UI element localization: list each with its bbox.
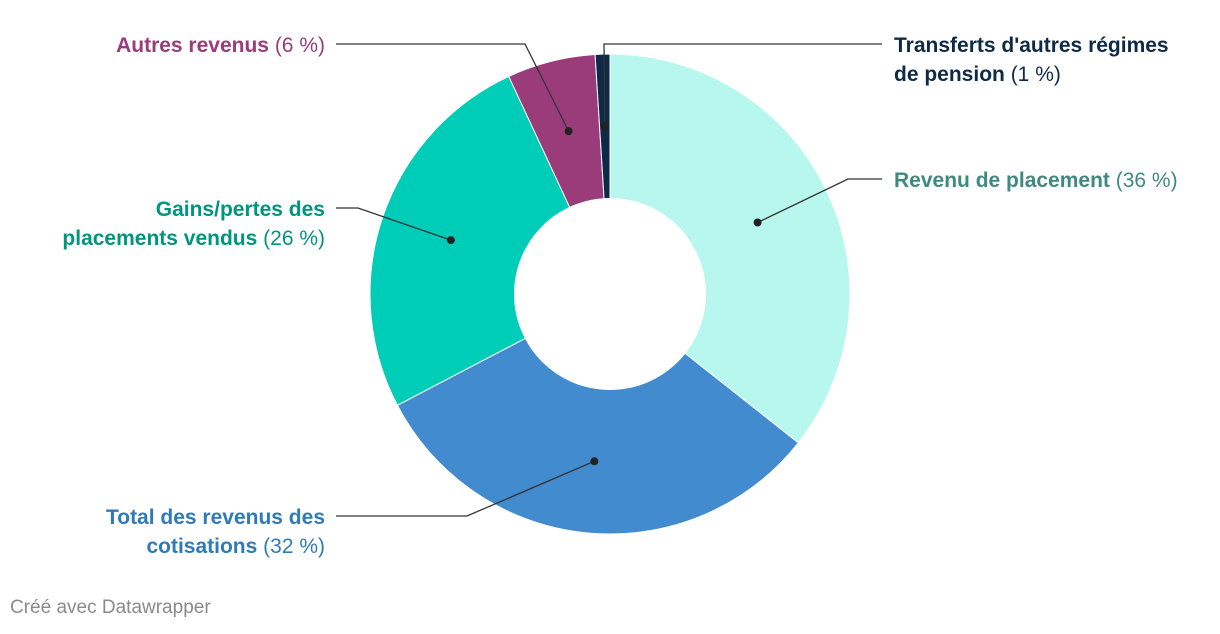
datawrapper-credit: Créé avec Datawrapper (10, 597, 211, 618)
slice-label-2: Gains/pertes des placements vendus (26 %) (62, 198, 325, 250)
slice-1 (396, 293, 800, 535)
slice-label-name-0-0: Revenu de placement (894, 169, 1110, 192)
slice-label-value-3: (6 %) (269, 34, 325, 57)
leader-dot-4 (600, 122, 609, 131)
leader-dot-2 (446, 236, 455, 245)
donut-hole (514, 198, 706, 390)
leader-dot-0 (753, 218, 762, 227)
leader-lines (336, 43, 882, 517)
slice-label-name-4-0: Transferts d'autres régimes (894, 34, 1169, 57)
leader-line-4 (603, 43, 882, 127)
leader-dot-3 (564, 127, 573, 136)
slice-labels: Revenu de placement (36 %) Total des reve… (62, 34, 1177, 558)
slice-label-value-4: (1 %) (1005, 63, 1061, 86)
slice-label-value-0: (36 %) (1110, 169, 1178, 192)
leader-line-1 (336, 460, 595, 517)
slice-label-name-1-1: cotisations (146, 535, 257, 558)
slice-label-1: Total des revenus des cotisations (32 %) (106, 506, 325, 558)
slice-label-value-1: (32 %) (257, 535, 325, 558)
slice-label-name-3-0: Autres revenus (116, 34, 269, 57)
leader-line-2 (336, 207, 452, 241)
leader-line-0 (757, 178, 882, 224)
slice-label-name-1-0: Total des revenus des (106, 506, 325, 529)
slice-label-0: Revenu de placement (36 %) (894, 169, 1178, 192)
slice-label-name-4-1: de pension (894, 63, 1005, 86)
leader-dot-1 (590, 457, 599, 466)
slice-label-name-2-1: placements vendus (62, 227, 257, 250)
slice-label-value-2: (26 %) (257, 227, 325, 250)
leader-line-3 (336, 43, 570, 132)
slice-label-name-2-0: Gains/pertes des (156, 198, 325, 221)
hole-layer (514, 198, 706, 390)
slice-label-4: Transferts d'autres régimes de pension (1… (894, 34, 1169, 86)
slice-label-3: Autres revenus (6 %) (116, 34, 325, 57)
